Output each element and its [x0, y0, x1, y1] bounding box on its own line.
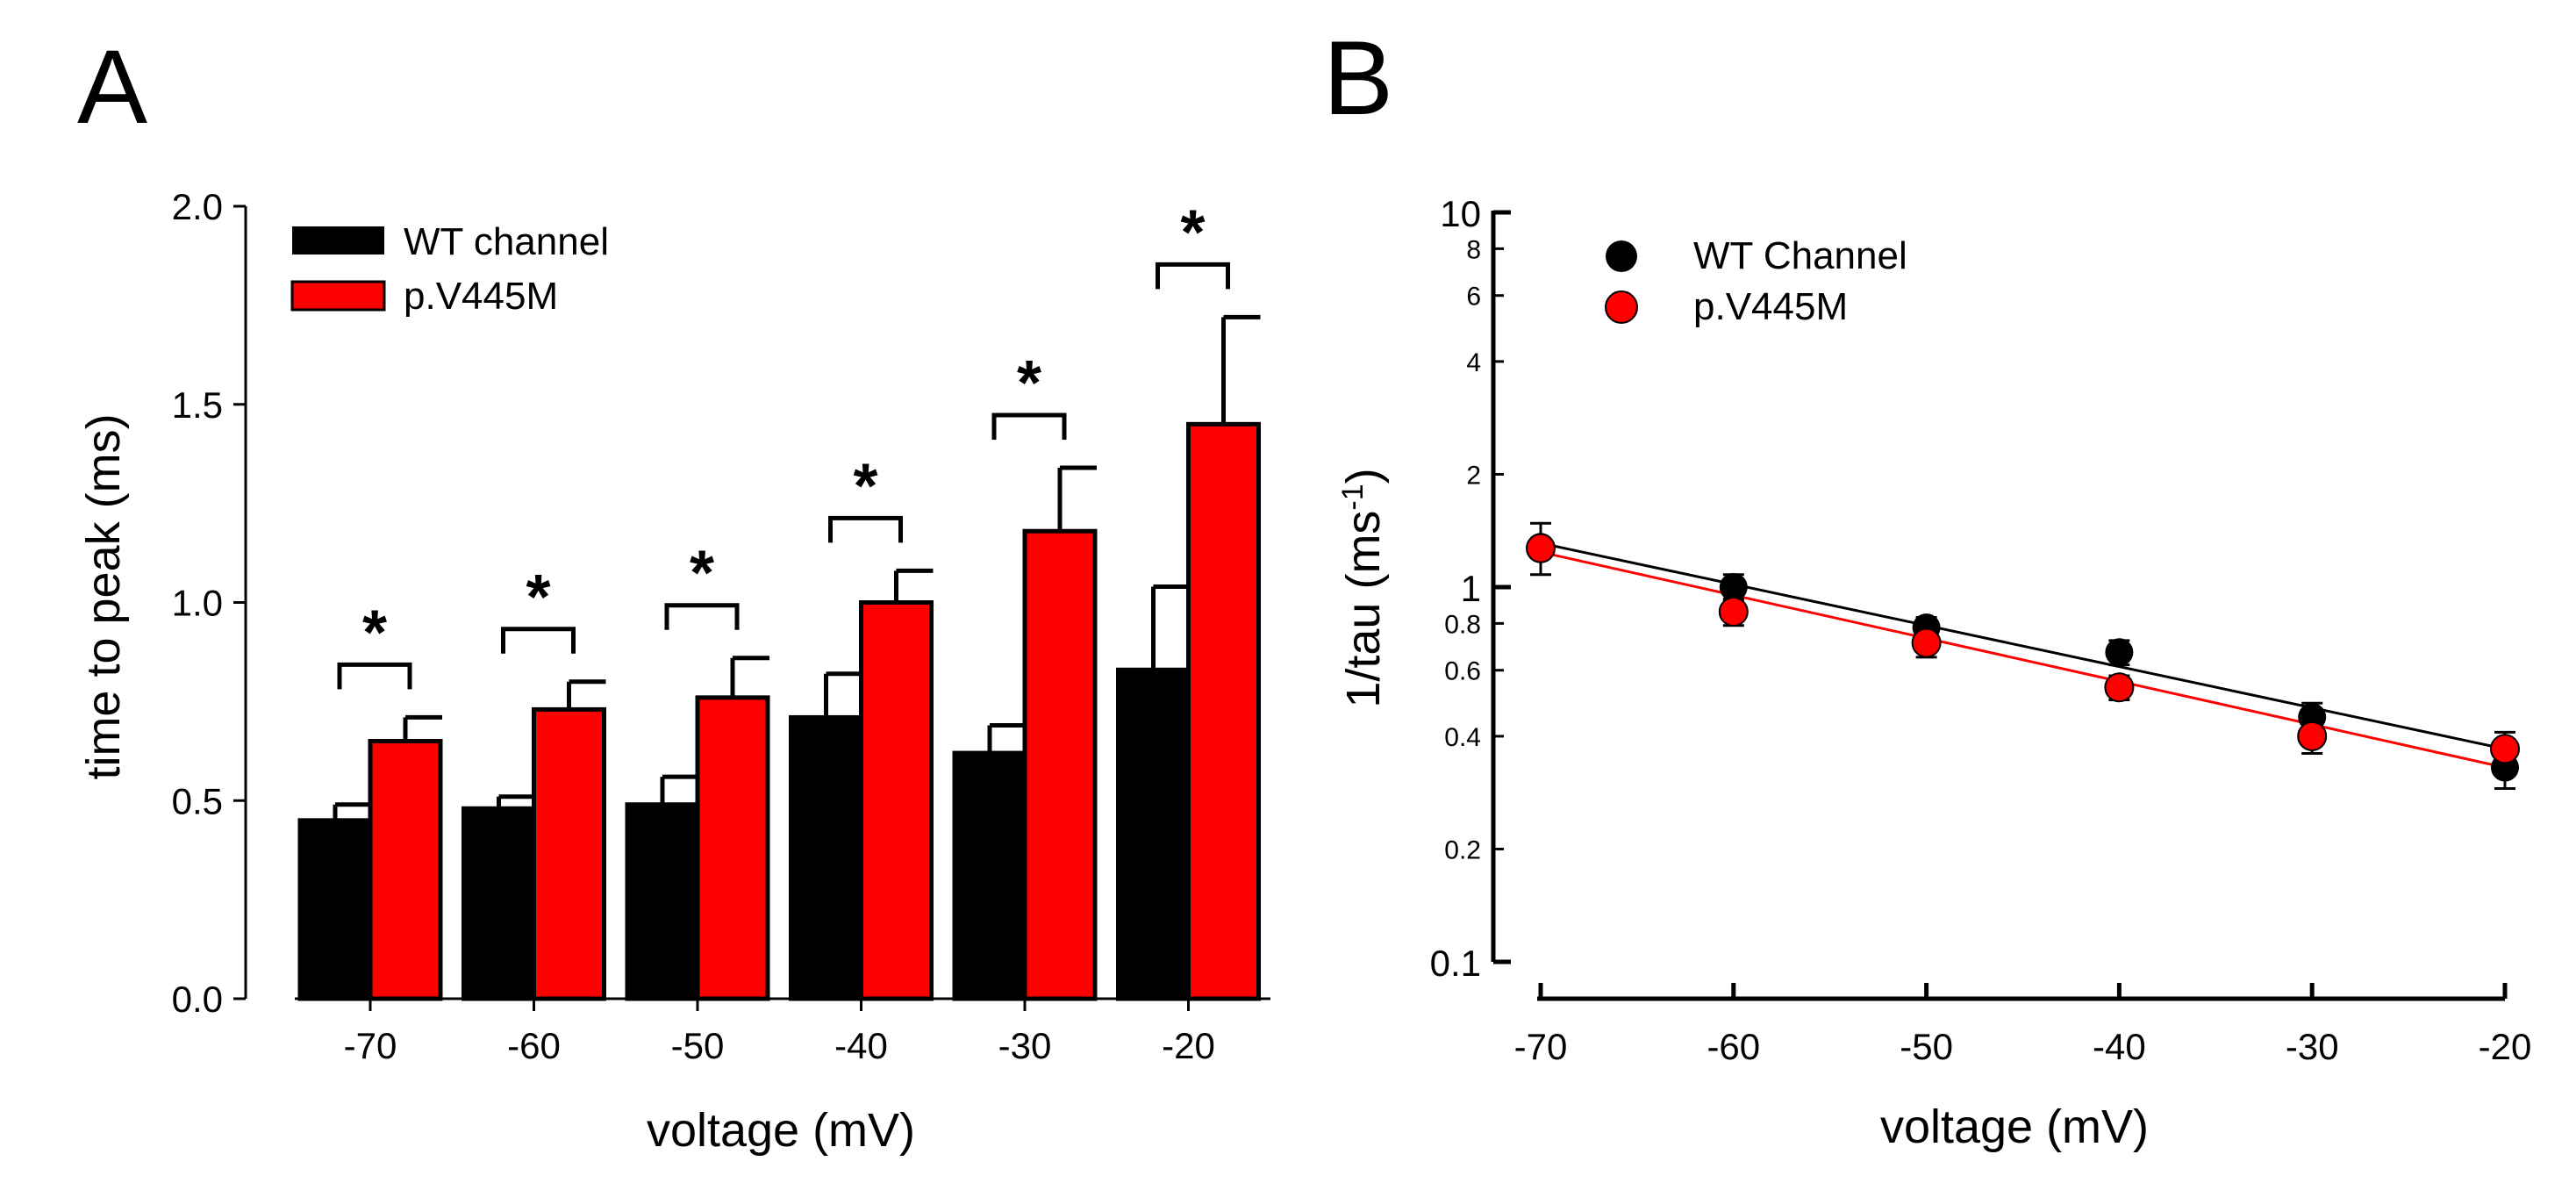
panel-a-bars: [297, 314, 1261, 1001]
panel-b-x-ticks: -70 -60 -50 -40 -30 -20: [1514, 983, 2532, 1067]
panel-a-x-axis-title: voltage (mV): [647, 1104, 915, 1157]
legend-marker-mut: [1605, 290, 1638, 324]
panel-a-y-tick-label: 1.5: [172, 384, 223, 426]
panel-a-y-tick-label: 0.0: [172, 979, 223, 1020]
data-point-mut: [1526, 533, 1556, 563]
data-point-mut: [2297, 721, 2328, 751]
panel-a-x-tick-label: -40: [834, 1025, 888, 1066]
legend-swatch-mut: [290, 280, 386, 312]
panel-b-y-minor-label: 4: [1466, 348, 1481, 377]
panel-a-y-tick-label: 1.0: [172, 583, 223, 624]
panel-b-x-tick-label: -40: [2093, 1026, 2146, 1067]
bar-wt: [789, 714, 863, 1001]
data-point-wt: [1719, 573, 1748, 601]
legend-label-mut-b: p.V445M: [1693, 285, 1848, 328]
significance-star: *: [1180, 197, 1205, 268]
panel-b-y-minor-label: 0.4: [1444, 723, 1481, 752]
panel-b-y-major-label: 1: [1461, 568, 1481, 609]
panel-a-y-tick-label: 0.5: [172, 780, 223, 821]
panel-a-x-tick-label: -50: [671, 1025, 725, 1066]
significance-star: *: [526, 563, 550, 633]
significance-bracket: [501, 627, 576, 654]
panel-label-b: B: [1323, 19, 1393, 137]
panel-a-x-tick-label: -60: [507, 1025, 561, 1066]
bar-wt: [1116, 667, 1191, 1001]
panel-a-y-tick-label: 2.0: [172, 186, 223, 227]
panel-b: B 1/tau (ms-1) voltage (mV) 0.1 1 10 0.2 0.4…: [1323, 19, 2531, 1153]
panel-b-y-minor-label: 2: [1466, 461, 1481, 490]
panel-b-x-tick-label: -20: [2479, 1026, 2532, 1067]
panel-a-y-axis-title: time to peak (ms): [77, 413, 130, 779]
panel-a: A time to peak (ms) voltage (mV) 0.0 0.5 1…: [77, 28, 1270, 1157]
panel-b-y-major-label: 0.1: [1430, 943, 1481, 984]
panel-b-legend: WT Channel p.V445M: [1605, 234, 1907, 328]
legend-label-wt: WT channel: [404, 220, 609, 263]
bar-mut: [1022, 528, 1098, 1001]
bar-mut: [859, 600, 934, 1001]
panel-b-y-ticks: 0.1 1 10 0.2 0.4 0.6 0.8 2 4 6 8: [1430, 193, 1511, 984]
panel-b-y-minor-label: 0.2: [1444, 835, 1481, 864]
significance-bracket: [337, 662, 412, 690]
bar-wt: [625, 802, 700, 1001]
panel-b-x-axis-title: voltage (mV): [1880, 1101, 2149, 1153]
legend-marker-wt: [1606, 240, 1637, 272]
panel-a-x-tick-label: -30: [998, 1025, 1052, 1066]
bar-mut: [695, 695, 770, 1001]
panel-b-y-title-close: ): [1337, 468, 1390, 484]
fit-line-wt: [1540, 541, 2506, 750]
significance-star: *: [1017, 348, 1041, 419]
panel-a-significance: * * * * * *: [337, 197, 1230, 690]
panel-b-y-minor-label: 0.8: [1444, 610, 1481, 639]
significance-star: *: [690, 539, 714, 609]
data-point-mut: [1911, 627, 1942, 658]
panel-b-y-minor-label: 0.6: [1444, 657, 1481, 686]
panel-b-y-title-main: 1/tau (ms: [1337, 511, 1390, 708]
significance-bracket: [1156, 262, 1230, 290]
bar-mut: [1186, 421, 1261, 1001]
significance-bracket: [664, 603, 740, 630]
panel-b-y-minor-label: 6: [1466, 283, 1481, 312]
panel-b-x-tick-label: -50: [1900, 1026, 1953, 1067]
panel-b-x-tick-label: -70: [1514, 1026, 1568, 1067]
significance-star: *: [362, 598, 387, 668]
bar-mut: [368, 739, 443, 1001]
fit-line-mut: [1540, 550, 2506, 770]
panel-b-y-title-sup: -1: [1336, 484, 1370, 510]
bar-mut: [532, 706, 606, 1001]
bar-wt: [952, 750, 1027, 1001]
significance-star: *: [853, 451, 877, 521]
legend-swatch-wt: [292, 226, 384, 255]
significance-bracket: [828, 515, 903, 543]
panel-label-a: A: [77, 28, 147, 146]
panel-b-points: [1526, 521, 2520, 791]
legend-label-mut: p.V445M: [404, 275, 558, 318]
panel-a-x-ticks: -70 -60 -50 -40 -30 -20: [344, 999, 1215, 1066]
panel-b-y-minor-label: 8: [1466, 235, 1481, 264]
data-point-mut: [2104, 672, 2135, 703]
panel-a-legend: WT channel p.V445M: [290, 220, 609, 318]
panel-a-x-tick-label: -70: [344, 1025, 397, 1066]
data-point-mut: [2490, 734, 2520, 764]
panel-a-y-ticks: 0.0 0.5 1.0 1.5 2.0: [172, 186, 246, 1020]
data-point-wt: [2105, 638, 2134, 667]
panel-b-x-tick-label: -60: [1707, 1026, 1760, 1067]
panel-b-y-major-label: 10: [1440, 193, 1481, 234]
panel-b-x-tick-label: -30: [2286, 1026, 2339, 1067]
legend-label-wt-b: WT Channel: [1693, 234, 1907, 277]
bar-wt: [462, 806, 536, 1001]
data-point-mut: [1718, 596, 1749, 627]
significance-bracket: [991, 412, 1067, 440]
panel-b-fit-lines: [1540, 541, 2506, 770]
panel-a-x-tick-label: -20: [1162, 1025, 1215, 1066]
bar-wt: [297, 818, 373, 1001]
panel-b-y-axis-title: 1/tau (ms-1): [1336, 468, 1390, 707]
